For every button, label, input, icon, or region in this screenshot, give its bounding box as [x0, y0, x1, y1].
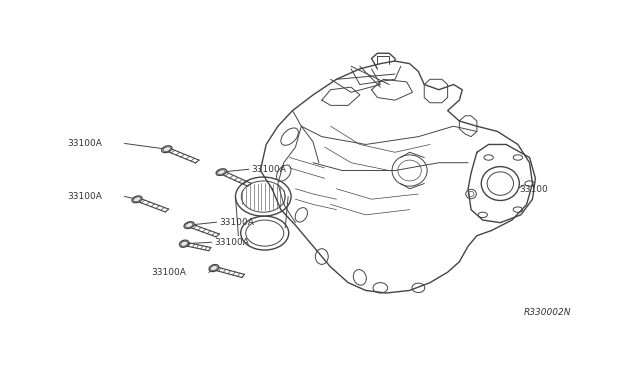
Ellipse shape [132, 196, 142, 203]
Text: 33100A: 33100A [219, 218, 253, 227]
Text: R330002N: R330002N [524, 308, 572, 317]
Text: 33100A: 33100A [214, 238, 249, 247]
Text: 33100A: 33100A [251, 165, 286, 174]
Text: 33100: 33100 [519, 185, 548, 194]
Ellipse shape [216, 169, 227, 176]
Text: 33100A: 33100A [67, 192, 102, 201]
Ellipse shape [184, 222, 194, 228]
Ellipse shape [161, 146, 172, 153]
Ellipse shape [179, 240, 189, 247]
Text: 33100A: 33100A [67, 139, 102, 148]
Text: 33100A: 33100A [152, 268, 187, 277]
Ellipse shape [209, 264, 219, 272]
